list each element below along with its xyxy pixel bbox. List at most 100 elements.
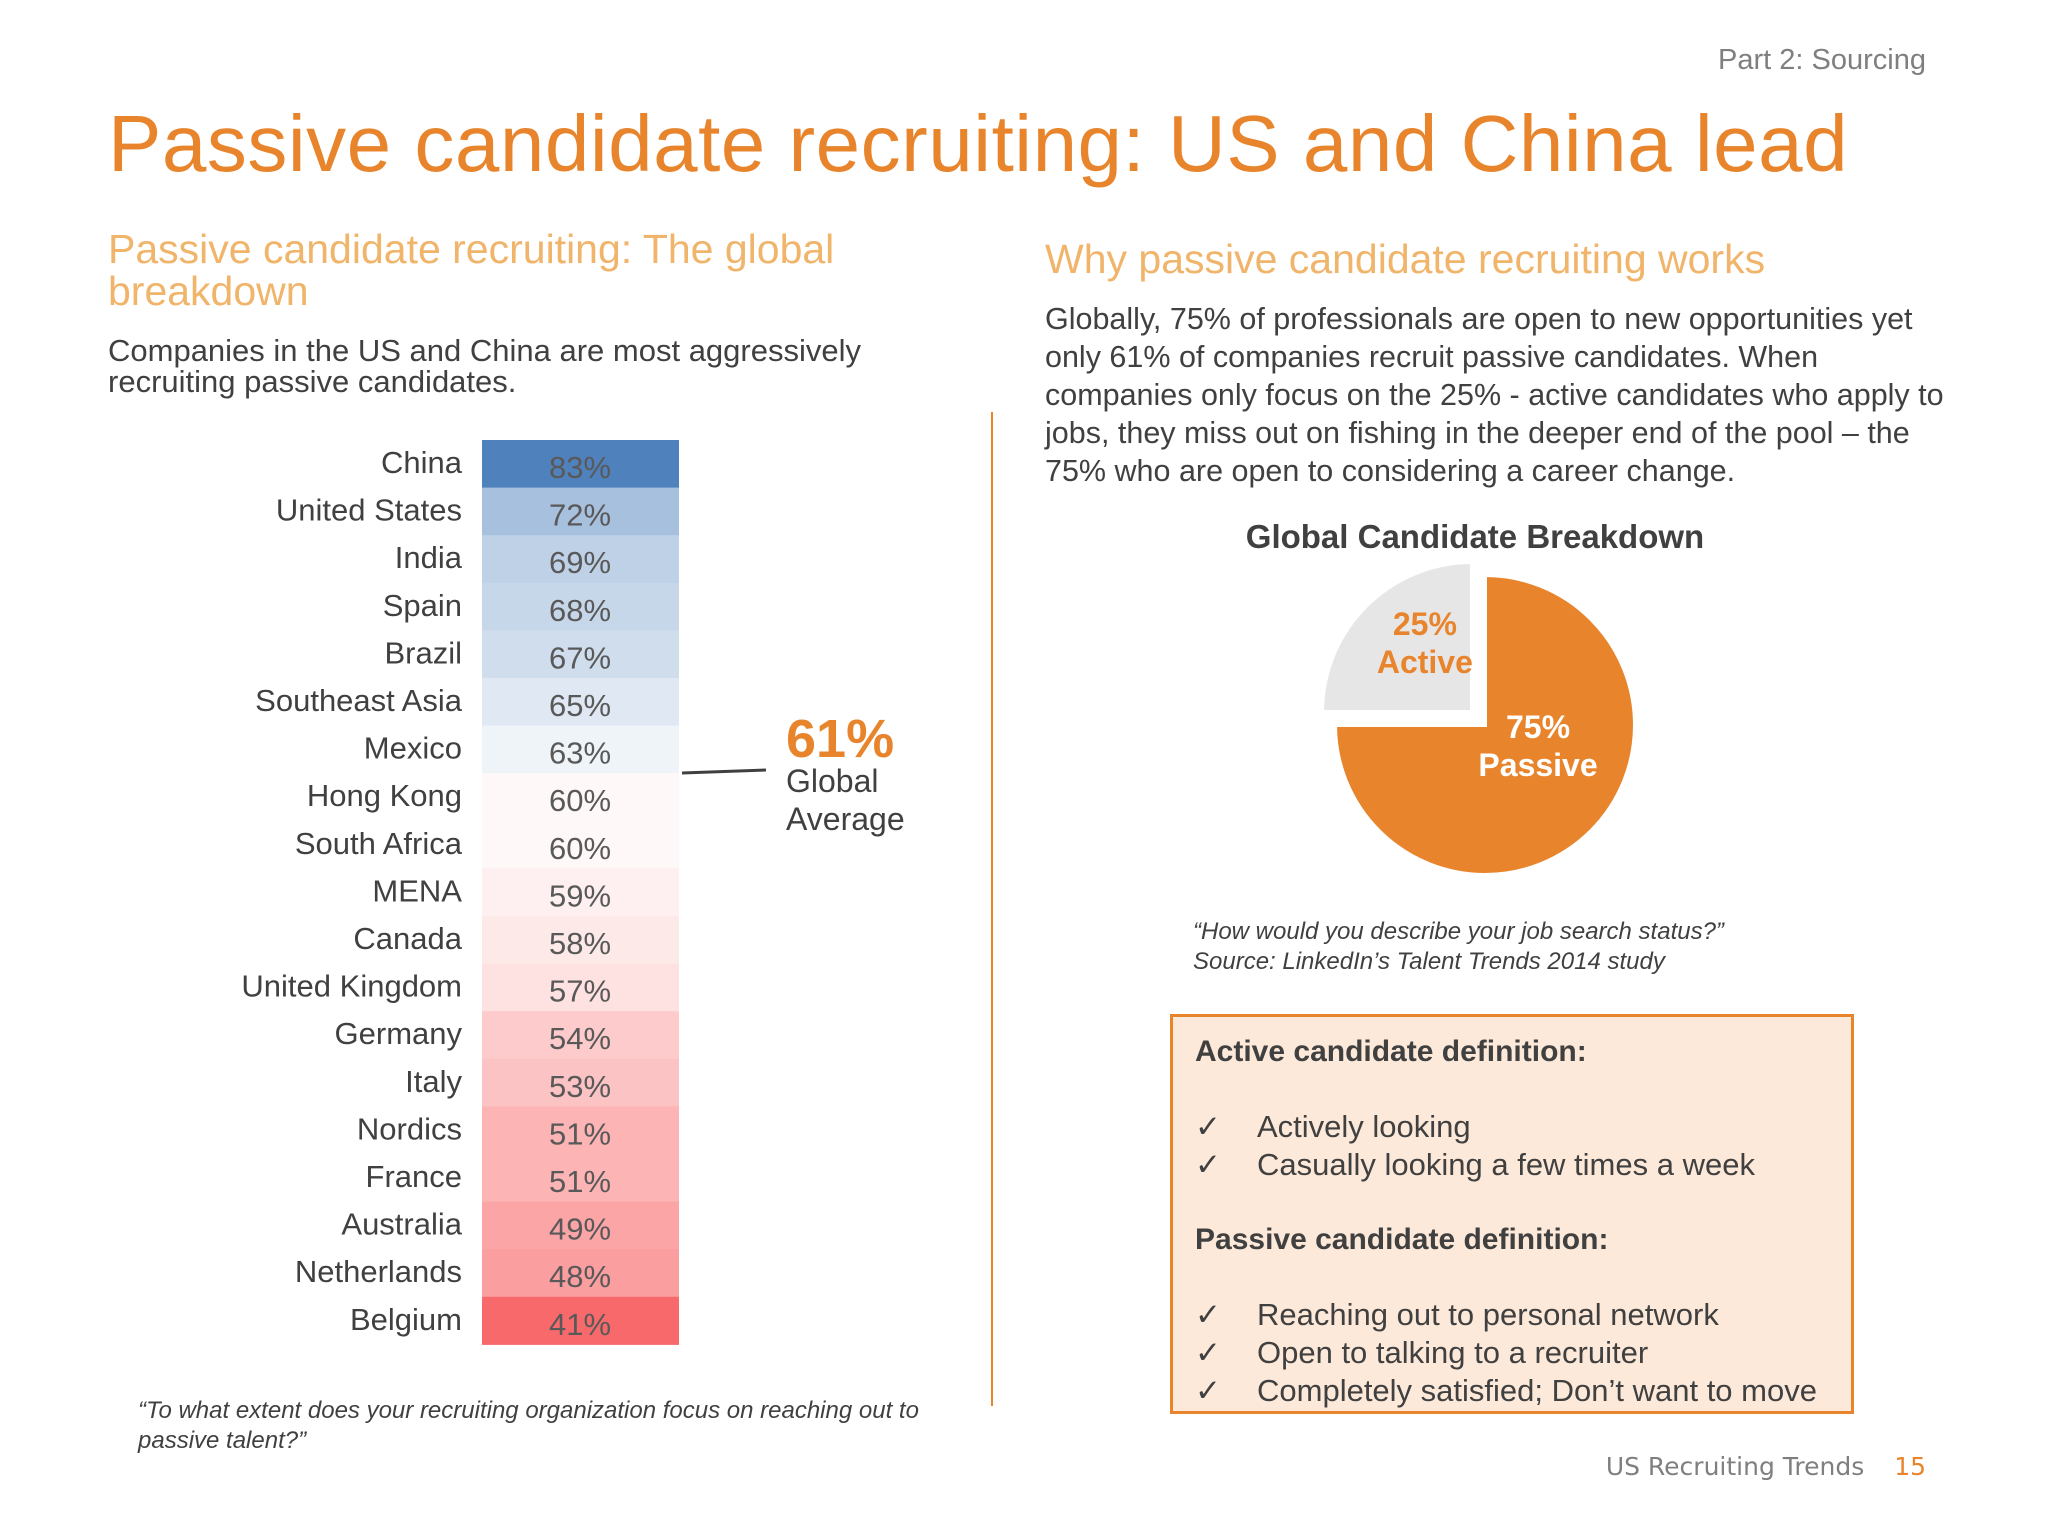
- value-label: 63%: [549, 736, 611, 771]
- source-line: Source: LinkedIn’s Talent Trends 2014 st…: [1193, 948, 1665, 975]
- country-label: MENA: [372, 873, 462, 908]
- value-label: 72%: [549, 498, 611, 533]
- heat-cell: [482, 582, 679, 631]
- pie-percent-label: 75%: [1506, 709, 1570, 745]
- heat-cell: [482, 1106, 679, 1155]
- country-label: Italy: [405, 1064, 462, 1099]
- right-body-text: Globally, 75% of professionals are open …: [1045, 302, 1944, 488]
- heat-cell: [482, 725, 679, 774]
- value-label: 69%: [549, 545, 611, 580]
- heat-cell: [482, 1058, 679, 1107]
- country-label: South Africa: [295, 826, 463, 861]
- slide-title: Passive candidate recruiting: US and Chi…: [108, 99, 1849, 188]
- heat-cell: [482, 487, 679, 536]
- check-icon: ✓: [1195, 1297, 1221, 1332]
- candidate-pie-chart: 75% Passive 25% Active: [1300, 560, 1660, 895]
- global-average-label: Global Average: [786, 763, 905, 837]
- passive-item: ✓ Reaching out to personal network: [1195, 1297, 1829, 1335]
- active-item-label: Casually looking a few times a week: [1257, 1147, 1755, 1182]
- value-label: 83%: [549, 450, 611, 485]
- value-label: 49%: [549, 1212, 611, 1247]
- pie-category-label: Passive: [1478, 747, 1597, 783]
- value-label: 54%: [549, 1021, 611, 1056]
- value-label: 58%: [549, 926, 611, 961]
- footer: US Recruiting Trends 15: [1606, 1452, 1926, 1481]
- country-label: Australia: [341, 1207, 462, 1242]
- section-tag: Part 2: Sourcing: [1718, 44, 1926, 76]
- value-label: 60%: [549, 783, 611, 818]
- heat-cell: [482, 1201, 679, 1250]
- country-label: Brazil: [384, 635, 462, 670]
- passive-item-label: Completely satisfied; Don’t want to move: [1257, 1373, 1817, 1408]
- value-label: 41%: [549, 1307, 611, 1342]
- value-label: 51%: [549, 1116, 611, 1151]
- country-label: Southeast Asia: [255, 683, 463, 718]
- average-connector-line: [681, 768, 767, 775]
- country-label: Spain: [383, 588, 462, 623]
- check-icon: ✓: [1195, 1373, 1221, 1408]
- passive-item-label: Reaching out to personal network: [1257, 1297, 1719, 1332]
- pie-chart-title: Global Candidate Breakdown: [1245, 518, 1705, 555]
- heat-cell: [482, 916, 679, 965]
- value-label: 60%: [549, 831, 611, 866]
- country-label: India: [395, 540, 463, 575]
- country-label: Germany: [335, 1016, 463, 1051]
- right-question-line: “How would you describe your job search …: [1193, 918, 1724, 945]
- heat-cell: [482, 440, 679, 489]
- footer-label: US Recruiting Trends: [1605, 1452, 1865, 1481]
- value-label: 59%: [549, 878, 611, 913]
- value-label: 68%: [549, 593, 611, 628]
- country-label: Belgium: [350, 1302, 462, 1337]
- heat-cell: [482, 963, 679, 1012]
- active-item: ✓ Casually looking a few times a week: [1195, 1147, 1829, 1185]
- left-subheading: Companies in the US and China are most a…: [108, 333, 861, 399]
- heat-cell: [482, 1011, 679, 1060]
- heat-cell: [482, 535, 679, 584]
- value-label: 67%: [549, 640, 611, 675]
- passive-item: ✓ Completely satisfied; Don’t want to mov…: [1195, 1373, 1829, 1411]
- check-icon: ✓: [1195, 1335, 1221, 1370]
- pie-slice-passive: [1332, 572, 1637, 877]
- country-label: China: [381, 445, 463, 480]
- check-icon: ✓: [1195, 1147, 1221, 1182]
- value-label: 48%: [549, 1259, 611, 1294]
- column-divider: [991, 412, 993, 1406]
- pie-percent-label: 25%: [1393, 606, 1457, 642]
- heat-cell: [482, 1249, 679, 1298]
- left-heading: Passive candidate recruiting: The global…: [108, 226, 835, 314]
- left-survey-question: “To what extent does your recruiting org…: [138, 1397, 919, 1454]
- value-label: 51%: [549, 1164, 611, 1199]
- heat-cell: [482, 1296, 679, 1345]
- check-icon: ✓: [1195, 1109, 1221, 1144]
- country-label: United Kingdom: [241, 969, 462, 1004]
- heat-cell: [482, 630, 679, 679]
- country-label: Nordics: [357, 1111, 462, 1146]
- pie-category-label: Active: [1377, 644, 1473, 680]
- heat-cell: [482, 868, 679, 917]
- heat-cell: [482, 678, 679, 727]
- right-survey-question: “How would you describe your job search …: [1193, 917, 1893, 977]
- country-label: Hong Kong: [307, 778, 462, 813]
- global-average-value: 61%: [786, 709, 895, 769]
- heat-cell: [482, 820, 679, 869]
- pie-slice-active: [1320, 560, 1475, 715]
- definitions-box: Active candidate definition: ✓ Actively l…: [1170, 1014, 1854, 1414]
- right-heading: Why passive candidate recruiting works: [1045, 236, 1766, 282]
- value-label: 57%: [549, 974, 611, 1009]
- value-label: 53%: [549, 1069, 611, 1104]
- value-label: 65%: [549, 688, 611, 723]
- heat-cell: [482, 1154, 679, 1203]
- country-label: France: [366, 1159, 462, 1194]
- passive-item: ✓ Open to talking to a recruiter: [1195, 1335, 1829, 1373]
- passive-definition-title: Passive candidate definition:: [1195, 1223, 1609, 1256]
- active-definition-title: Active candidate definition:: [1195, 1035, 1587, 1068]
- country-label: Netherlands: [295, 1254, 462, 1289]
- heat-cell: [482, 773, 679, 822]
- active-item: ✓ Actively looking: [1195, 1109, 1829, 1147]
- country-label: United States: [276, 493, 462, 528]
- country-heatmap-chart: China 83% United States 72% India 69% Spain 68%…: [200, 440, 700, 1365]
- country-label: Mexico: [364, 731, 462, 766]
- page-number: 15: [1894, 1452, 1926, 1481]
- active-item-label: Actively looking: [1257, 1109, 1471, 1144]
- passive-item-label: Open to talking to a recruiter: [1257, 1335, 1649, 1370]
